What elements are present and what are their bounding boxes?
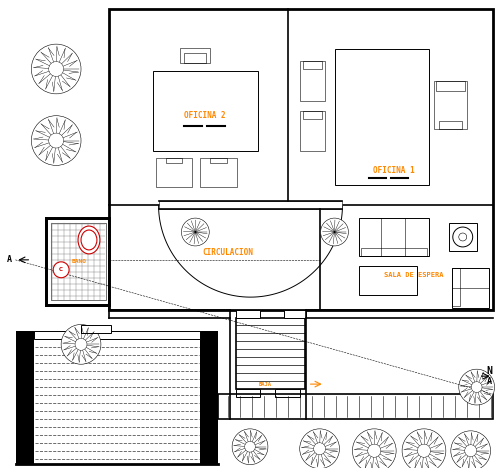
- Text: C: C: [59, 267, 63, 272]
- Ellipse shape: [78, 226, 100, 254]
- Bar: [81, 325, 111, 333]
- Bar: [51, 223, 106, 300]
- Circle shape: [465, 445, 477, 457]
- Bar: [200, 332, 218, 464]
- Text: OFICINA 2: OFICINA 2: [184, 111, 226, 120]
- Circle shape: [49, 61, 64, 76]
- Text: BAJA: BAJA: [259, 382, 272, 386]
- Bar: [303, 61, 322, 69]
- Bar: [284, 310, 306, 318]
- Bar: [303, 111, 322, 119]
- Circle shape: [402, 429, 446, 469]
- Bar: [17, 332, 34, 464]
- Bar: [335, 49, 429, 185]
- Text: SALA DE ESPERA: SALA DE ESPERA: [384, 272, 444, 278]
- Bar: [300, 111, 325, 151]
- Circle shape: [232, 429, 268, 465]
- Circle shape: [75, 338, 87, 350]
- Bar: [300, 61, 325, 101]
- Circle shape: [368, 444, 381, 457]
- Bar: [180, 48, 210, 63]
- Text: A: A: [487, 377, 492, 386]
- Bar: [361, 248, 427, 256]
- Bar: [359, 266, 417, 295]
- Circle shape: [300, 429, 340, 469]
- Bar: [34, 332, 200, 340]
- Bar: [156, 159, 193, 187]
- Circle shape: [244, 441, 256, 452]
- Circle shape: [352, 429, 396, 469]
- Ellipse shape: [81, 230, 97, 250]
- Text: A: A: [7, 255, 12, 265]
- Circle shape: [313, 443, 326, 454]
- Bar: [184, 53, 206, 63]
- Bar: [17, 332, 218, 340]
- Bar: [46, 218, 109, 304]
- Text: CIRCULACION: CIRCULACION: [203, 249, 254, 257]
- Bar: [109, 9, 492, 310]
- Circle shape: [53, 262, 69, 278]
- Bar: [439, 121, 462, 129]
- Circle shape: [321, 218, 348, 246]
- Circle shape: [31, 44, 81, 94]
- Bar: [452, 268, 460, 306]
- Bar: [449, 223, 477, 251]
- Bar: [210, 159, 227, 163]
- Text: OFICINA 1: OFICINA 1: [373, 166, 415, 175]
- Bar: [236, 310, 260, 318]
- Bar: [200, 159, 237, 187]
- Circle shape: [181, 218, 209, 246]
- Bar: [359, 218, 429, 256]
- Circle shape: [459, 369, 494, 405]
- Circle shape: [451, 431, 490, 469]
- Text: BANO: BANO: [72, 259, 87, 265]
- Bar: [275, 389, 300, 397]
- Bar: [153, 71, 258, 151]
- Bar: [218, 394, 492, 419]
- Circle shape: [49, 133, 64, 148]
- Bar: [159, 201, 342, 209]
- Bar: [236, 389, 260, 397]
- Circle shape: [453, 227, 473, 247]
- Bar: [434, 81, 467, 129]
- Circle shape: [471, 382, 482, 393]
- Bar: [236, 318, 305, 389]
- Circle shape: [61, 325, 101, 364]
- Circle shape: [31, 116, 81, 166]
- Text: N: N: [487, 366, 492, 376]
- Bar: [436, 81, 465, 91]
- Circle shape: [417, 444, 430, 457]
- Bar: [452, 268, 488, 308]
- Bar: [165, 159, 182, 163]
